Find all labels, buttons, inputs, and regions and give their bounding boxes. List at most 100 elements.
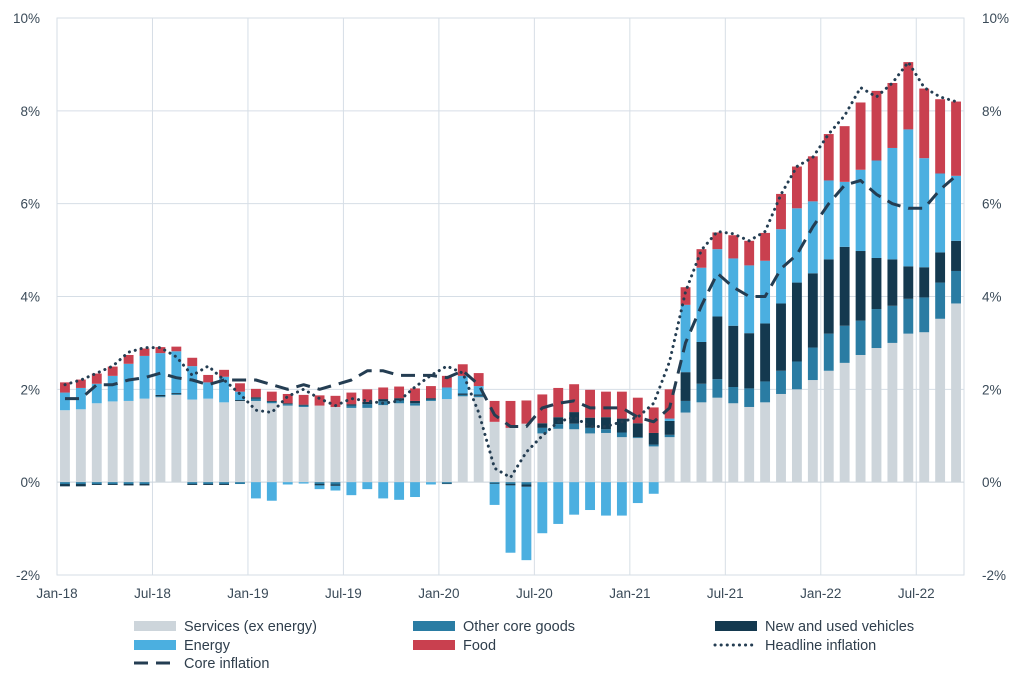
bar-new-and-used-vehicles xyxy=(139,484,150,486)
stacked-bars xyxy=(60,62,961,561)
bar-services-ex-energy xyxy=(505,427,516,483)
bar-food xyxy=(903,62,914,130)
y-tick-label-left: 4% xyxy=(20,290,40,305)
bar-food xyxy=(839,126,850,182)
bar-food xyxy=(298,394,309,405)
bar-food xyxy=(282,393,293,404)
y-tick-label-left: 10% xyxy=(13,11,40,26)
bar-energy xyxy=(823,180,834,260)
bar-food xyxy=(569,384,580,413)
bar-other-core-goods xyxy=(664,434,675,438)
bar-services-ex-energy xyxy=(171,394,182,483)
bar-food xyxy=(871,90,882,161)
bar-other-core-goods xyxy=(60,482,70,485)
bar-energy xyxy=(203,382,214,399)
bar-new-and-used-vehicles xyxy=(791,282,802,362)
bar-energy xyxy=(91,383,102,404)
bar-new-and-used-vehicles xyxy=(696,341,707,384)
bar-new-and-used-vehicles xyxy=(378,399,389,402)
bar-food xyxy=(601,391,611,418)
bar-new-and-used-vehicles xyxy=(155,394,166,397)
bar-energy xyxy=(744,265,755,334)
bar-new-and-used-vehicles xyxy=(457,393,468,395)
bar-energy xyxy=(935,173,946,253)
bar-food xyxy=(410,388,420,401)
bar-services-ex-energy xyxy=(871,348,882,483)
bar-energy xyxy=(585,482,595,511)
x-tick-label: Jan-20 xyxy=(418,586,459,601)
bar-services-ex-energy xyxy=(155,397,166,483)
bar-energy xyxy=(394,482,405,500)
bar-energy xyxy=(791,208,802,283)
bar-new-and-used-vehicles xyxy=(855,251,866,321)
bar-food xyxy=(473,373,484,387)
bar-other-core-goods xyxy=(362,404,373,408)
bar-other-core-goods xyxy=(473,395,484,398)
y-tick-label-right: 6% xyxy=(982,197,1002,212)
bar-food xyxy=(314,395,325,406)
bar-services-ex-energy xyxy=(776,393,786,483)
bar-food xyxy=(616,391,627,419)
bar-other-core-goods xyxy=(632,437,643,439)
bar-energy xyxy=(410,482,420,498)
bar-food xyxy=(60,382,70,393)
bar-new-and-used-vehicles xyxy=(823,259,834,334)
bar-new-and-used-vehicles xyxy=(919,267,930,298)
legend-swatch-energy xyxy=(134,640,176,650)
bar-other-core-goods xyxy=(410,403,420,406)
bar-new-and-used-vehicles xyxy=(298,404,309,406)
bar-other-core-goods xyxy=(139,482,150,485)
bar-other-core-goods xyxy=(807,347,818,381)
bar-food xyxy=(266,391,277,401)
bar-services-ex-energy xyxy=(187,399,198,483)
bar-other-core-goods xyxy=(235,482,245,485)
bar-services-ex-energy xyxy=(585,433,595,483)
axes: 10% 10% 8% 8% 6% 6% 4% 4% 2% 2% 0% 0% -2% -2% Jan-18 Ju… xyxy=(13,11,1009,601)
bar-other-core-goods xyxy=(585,427,595,434)
bar-energy xyxy=(171,351,182,394)
bar-other-core-goods xyxy=(330,482,341,485)
bar-new-and-used-vehicles xyxy=(91,484,102,485)
bar-new-and-used-vehicles xyxy=(839,246,850,326)
bar-other-core-goods xyxy=(537,427,548,434)
bar-new-and-used-vehicles xyxy=(314,484,325,486)
bar-new-and-used-vehicles xyxy=(585,417,595,428)
bar-food xyxy=(728,235,739,259)
bar-new-and-used-vehicles xyxy=(362,401,373,405)
bar-other-core-goods xyxy=(489,482,500,484)
bar-energy xyxy=(728,258,739,326)
bar-food xyxy=(362,389,373,402)
y-tick-label-right: 10% xyxy=(982,11,1009,26)
x-tick-label: Jan-19 xyxy=(227,586,268,601)
bar-food xyxy=(505,400,516,428)
bar-energy xyxy=(951,175,961,241)
bar-energy xyxy=(75,387,86,410)
bar-services-ex-energy xyxy=(426,400,436,483)
bar-services-ex-energy xyxy=(887,342,898,483)
y-tick-label-right: 0% xyxy=(982,475,1002,490)
bar-other-core-goods xyxy=(648,444,659,447)
bar-services-ex-energy xyxy=(203,398,214,483)
bar-other-core-goods xyxy=(553,424,564,429)
bar-energy xyxy=(298,482,309,484)
bar-services-ex-energy xyxy=(935,318,946,483)
bar-food xyxy=(776,193,786,230)
bar-other-core-goods xyxy=(75,482,86,485)
bar-other-core-goods xyxy=(776,370,786,394)
bar-other-core-goods xyxy=(282,404,293,406)
bar-food xyxy=(394,386,405,399)
bar-services-ex-energy xyxy=(919,332,930,483)
bar-other-core-goods xyxy=(298,405,309,407)
bar-energy xyxy=(919,158,930,268)
bar-energy xyxy=(330,485,341,491)
bar-services-ex-energy xyxy=(266,403,277,483)
bar-other-core-goods xyxy=(712,379,723,398)
x-tick-label: Jul-21 xyxy=(707,586,744,601)
bar-services-ex-energy xyxy=(712,397,723,483)
bar-other-core-goods xyxy=(601,429,611,433)
legend-swatch-new-and-used-vehicles xyxy=(715,621,757,631)
y-tick-label-left: -2% xyxy=(16,568,40,583)
bar-other-core-goods xyxy=(903,298,914,334)
bar-services-ex-energy xyxy=(664,437,675,483)
